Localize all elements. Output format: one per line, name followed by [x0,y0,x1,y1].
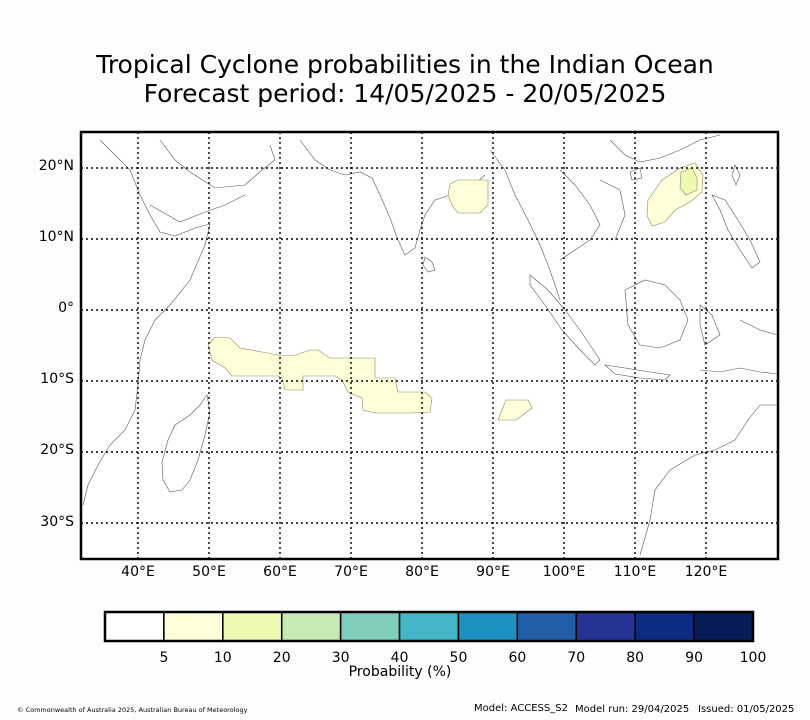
map-frame [79,130,780,561]
prob-area-east-indian-ocean [497,399,533,421]
colorbar-tick-label: 5 [159,650,169,666]
lat-label-10n: 10°N [38,229,74,245]
lat-label-10s: 10°S [40,371,74,387]
lon-label-70e: 70°E [334,564,368,580]
lon-label-50e: 50°E [192,564,226,580]
lon-label-120e: 120°E [684,564,728,580]
lon-label-100e: 100°E [542,564,586,580]
colorbar-swatch [222,611,283,642]
colorbar-swatch [163,611,224,642]
colorbar-tick-label: 10 [213,650,232,666]
prob-area-bay-of-bengal [447,179,489,214]
colorbar-swatch [398,611,460,642]
colorbar-tick-label: 90 [685,650,703,666]
lon-label-60e: 60°E [263,564,297,580]
colorbar-tick-label: 20 [272,650,291,666]
lat-label-30s: 30°S [40,514,74,530]
colorbar-tick-label: 30 [331,650,350,666]
colorbar-label: Probability (%) [348,664,452,680]
probability-areas [207,162,704,421]
colorbar-swatch [104,611,165,642]
colorbar-swatch [575,611,636,642]
lon-label-80e: 80°E [405,564,439,580]
forecast-period: Forecast period: 14/05/2025 - 20/05/2025 [143,79,667,108]
colorbar-swatch [634,611,695,642]
colorbar-tick-label: 80 [626,650,645,666]
colorbar-tick-label: 100 [739,650,767,666]
prob-area-south-indian-ocean [207,336,433,414]
colorbar-tick-label: 70 [567,650,586,666]
lat-label-equator: 0° [58,300,74,316]
colorbar-swatch [457,611,519,642]
lat-label-20s: 20°S [40,442,74,458]
lat-label-20n: 20°N [38,158,74,174]
colorbar-swatch [339,611,401,642]
model-run-date: Model run: 29/04/2025 [575,704,690,715]
colorbar-frame [103,610,755,643]
lon-label-110e: 110°E [613,564,657,580]
lon-label-40e: 40°E [121,564,155,580]
gridlines [81,132,778,559]
colorbar-tick-label: 40 [390,650,409,666]
colorbar-swatch [693,611,754,642]
colorbar-tick-label: 60 [508,650,527,666]
lon-label-90e: 90°E [476,564,510,580]
colorbar-swatch [516,611,578,642]
chart-title: Tropical Cyclone probabilities in the In… [96,50,714,79]
colorbar-tick-label: 50 [449,650,468,666]
model-name: Model: ACCESS_S2 [474,703,568,714]
colorbar-swatch [280,611,342,642]
coastlines [82,134,779,556]
issued-date: Issued: 01/05/2025 [698,704,795,715]
copyright-text: © Commonwealth of Australia 2025, Austra… [17,706,248,714]
